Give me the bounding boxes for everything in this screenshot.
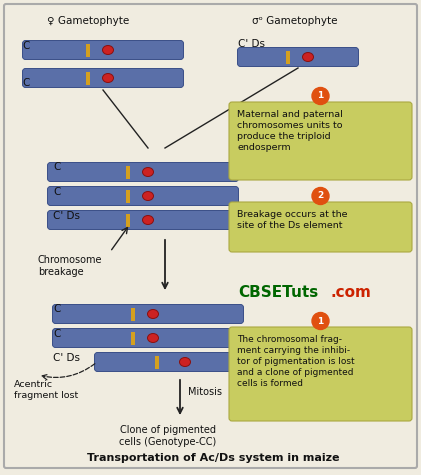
Ellipse shape [142, 216, 154, 225]
Ellipse shape [102, 46, 114, 55]
Bar [86, 44, 90, 57]
Ellipse shape [147, 333, 158, 342]
FancyBboxPatch shape [22, 40, 184, 59]
Text: Chromosome
breakage: Chromosome breakage [38, 255, 102, 277]
Text: The chromosomal frag-
ment carrying the inhibi-
tor of pigmentation is lost
and : The chromosomal frag- ment carrying the … [237, 335, 354, 389]
Circle shape [312, 188, 329, 205]
Bar [126, 190, 130, 202]
Bar [286, 50, 290, 64]
Bar [126, 213, 130, 227]
Text: Clone of pigmented
cells (Genotype-CC): Clone of pigmented cells (Genotype-CC) [120, 425, 217, 447]
FancyBboxPatch shape [229, 102, 412, 180]
Text: Mitosis: Mitosis [188, 387, 222, 397]
Circle shape [312, 87, 329, 104]
Text: C: C [22, 41, 29, 51]
Bar [131, 332, 135, 344]
Text: σᵒ Gametophyte: σᵒ Gametophyte [252, 16, 338, 26]
Text: C: C [53, 329, 60, 339]
FancyBboxPatch shape [4, 4, 417, 468]
FancyBboxPatch shape [229, 327, 412, 421]
Circle shape [312, 313, 329, 330]
Text: 2: 2 [317, 191, 324, 200]
FancyBboxPatch shape [53, 304, 243, 323]
FancyBboxPatch shape [94, 352, 245, 371]
Bar [126, 165, 130, 179]
FancyBboxPatch shape [53, 329, 243, 348]
Text: C: C [53, 162, 60, 172]
Text: 1: 1 [317, 316, 324, 325]
Text: C: C [22, 78, 29, 88]
Text: Acentric
fragment lost: Acentric fragment lost [14, 380, 78, 400]
FancyBboxPatch shape [229, 202, 412, 252]
Text: C: C [53, 304, 60, 314]
Ellipse shape [142, 191, 154, 200]
FancyBboxPatch shape [48, 210, 239, 229]
Text: C' Ds: C' Ds [53, 211, 80, 221]
Ellipse shape [142, 168, 154, 177]
Text: CBSETuts: CBSETuts [238, 285, 318, 300]
Ellipse shape [303, 53, 314, 61]
Text: C' Ds: C' Ds [53, 353, 80, 363]
Text: C: C [53, 187, 60, 197]
Bar [86, 72, 90, 85]
FancyBboxPatch shape [237, 48, 359, 66]
Text: C' Ds: C' Ds [238, 39, 265, 49]
Ellipse shape [179, 358, 190, 367]
Text: ♀ Gametophyte: ♀ Gametophyte [47, 16, 129, 26]
Bar [155, 356, 159, 369]
FancyBboxPatch shape [48, 162, 239, 181]
Ellipse shape [147, 310, 158, 319]
Bar [131, 307, 135, 321]
Text: .com: .com [330, 285, 371, 300]
Text: 1: 1 [317, 92, 324, 101]
Text: Transportation of Ac/Ds system in maize: Transportation of Ac/Ds system in maize [87, 453, 339, 463]
FancyBboxPatch shape [22, 68, 184, 87]
Text: Breakage occurs at the
site of the Ds element: Breakage occurs at the site of the Ds el… [237, 210, 347, 230]
Ellipse shape [102, 74, 114, 83]
Text: Maternal and paternal
chromosomes units to
produce the triploid
endosperm: Maternal and paternal chromosomes units … [237, 110, 343, 152]
FancyBboxPatch shape [48, 187, 239, 206]
